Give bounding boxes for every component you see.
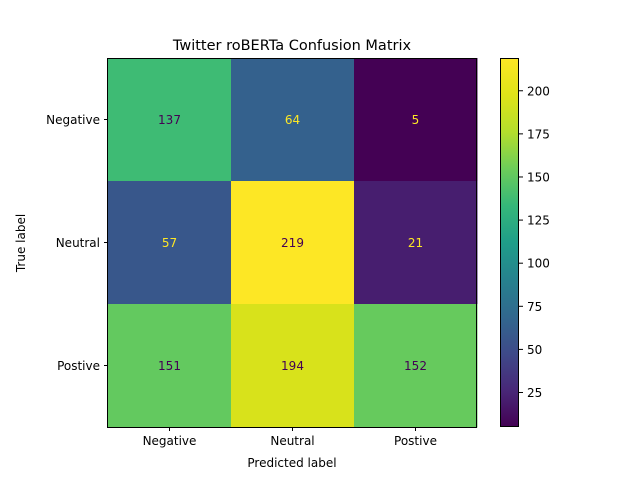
heatmap-cell	[231, 304, 355, 428]
heatmap-cell	[108, 304, 232, 428]
cell-value-label: 219	[281, 236, 304, 250]
colorbar-tick-label: 150	[527, 170, 550, 184]
cell-value-label: 152	[404, 359, 427, 373]
colorbar-ticks: 25 50 75 100 125 150 175 200	[519, 84, 550, 400]
colorbar-tick-label: 175	[527, 127, 550, 141]
heatmap-cell	[354, 304, 478, 428]
heatmap-cell	[354, 181, 478, 305]
x-axis-label: Predicted label	[247, 456, 336, 470]
y-axis-label: True label	[14, 214, 28, 273]
heatmap-cell	[108, 181, 232, 305]
x-tick-label: Neutral	[270, 434, 314, 448]
y-axis-ticks: Negative Neutral Postive	[46, 113, 108, 373]
heatmap-cell	[354, 58, 478, 182]
colorbar-tick-label: 200	[527, 84, 550, 98]
x-tick-label: Postive	[394, 434, 437, 448]
y-tick-label: Neutral	[56, 236, 100, 250]
colorbar-tick-label: 25	[527, 386, 542, 400]
colorbar-frame	[500, 58, 519, 427]
heatmap-cell	[231, 58, 355, 182]
y-tick-label: Postive	[57, 359, 100, 373]
x-tick-label: Negative	[143, 434, 197, 448]
cell-value-label: 64	[285, 113, 300, 127]
cell-value-label: 137	[158, 113, 181, 127]
colorbar-tick-label: 50	[527, 343, 542, 357]
colorbar-tick-label: 75	[527, 300, 542, 314]
colorbar-tick-label: 125	[527, 214, 550, 228]
cell-value-label: 151	[158, 359, 181, 373]
colorbar	[500, 58, 519, 427]
cell-value-label: 5	[412, 113, 420, 127]
x-axis-ticks: Negative Neutral Postive	[143, 427, 437, 448]
heatmap-cells	[108, 58, 478, 428]
cell-value-label: 21	[408, 236, 423, 250]
heatmap-cell	[231, 181, 355, 305]
chart-title: Twitter roBERTa Confusion Matrix	[172, 38, 412, 54]
heatmap-cell-labels: 137 64 5 57 219 21 151 194 152	[158, 113, 427, 373]
y-tick-label: Negative	[46, 113, 100, 127]
cell-value-label: 57	[162, 236, 177, 250]
heatmap-cell	[108, 58, 232, 182]
cell-value-label: 194	[281, 359, 304, 373]
colorbar-tick-label: 100	[527, 257, 550, 271]
